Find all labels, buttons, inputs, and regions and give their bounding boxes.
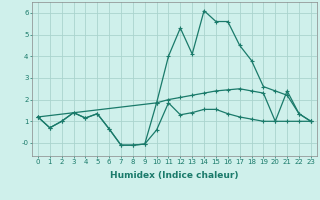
X-axis label: Humidex (Indice chaleur): Humidex (Indice chaleur) — [110, 171, 239, 180]
